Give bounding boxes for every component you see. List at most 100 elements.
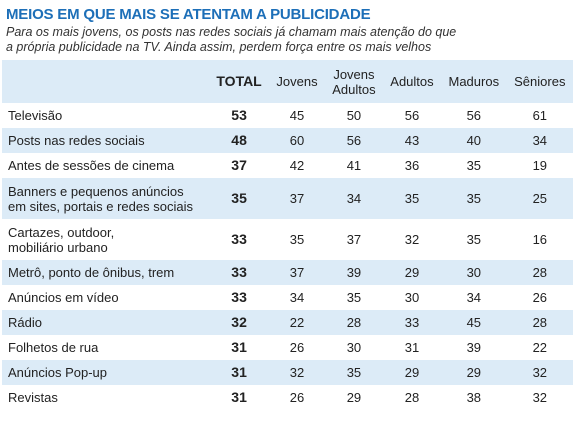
value-cell: 32	[289, 365, 305, 380]
value-cell: 28	[532, 315, 548, 330]
value-cell: 35	[289, 232, 305, 247]
value-cell: 28	[532, 265, 548, 280]
row-label: Anúncios Pop-up	[2, 360, 209, 385]
total-cell: 37	[231, 157, 247, 173]
row-label: Metrô, ponto de ônibus, trem	[2, 260, 209, 285]
value-cell: 56	[404, 108, 420, 123]
value-cell: 61	[532, 108, 548, 123]
row-label-line: Televisão	[8, 108, 63, 123]
row-label: Posts nas redes sociais	[2, 128, 209, 153]
header-line: Adultos	[332, 81, 376, 97]
value-cell: 28	[404, 390, 420, 405]
row-label-line: Revistas	[8, 390, 58, 405]
value-cell: 25	[532, 191, 548, 206]
table-row: Antes de sessões de cinema 37 42 41 36 35 19	[2, 153, 573, 178]
header-cell: Sêniores	[514, 74, 566, 89]
row-label: Antes de sessões de cinema	[2, 153, 209, 178]
value-cell: 33	[404, 315, 420, 330]
value-cell: 35	[346, 290, 362, 305]
value-cell: 35	[466, 232, 482, 247]
value-cell: 30	[404, 290, 420, 305]
table-row: Folhetos de rua 31 26 30 31 39 22	[2, 335, 573, 360]
total-cell: 31	[231, 364, 247, 380]
value-cell: 30	[346, 340, 362, 355]
value-cell: 29	[404, 365, 420, 380]
value-cell: 45	[289, 108, 305, 123]
value-cell: 37	[346, 232, 362, 247]
header-cell: Jovens Adultos	[325, 60, 383, 103]
value-cell: 35	[466, 158, 482, 173]
table: TOTAL Jovens Jovens Adultos Adultos Maduros Sê…	[2, 60, 573, 410]
value-cell: 29	[346, 390, 362, 405]
value-cell: 39	[466, 340, 482, 355]
row-label-line: em sites, portais e redes sociais	[8, 198, 193, 214]
row-label: Revistas	[2, 385, 209, 410]
total-cell: 33	[231, 264, 247, 280]
header-cell: Jovens	[276, 74, 318, 89]
table-row: Banners e pequenos anúncios em sites, por…	[2, 178, 573, 219]
row-label-line: Anúncios em vídeo	[8, 290, 119, 305]
header-line: Jovens	[333, 66, 375, 82]
value-cell: 39	[346, 265, 362, 280]
row-label-line: Anúncios Pop-up	[8, 365, 108, 380]
value-cell: 37	[289, 265, 305, 280]
table-row: Revistas 31 26 29 28 38 32	[2, 385, 573, 410]
row-label-line: Cartazes, outdoor,	[8, 224, 115, 240]
row-label: Folhetos de rua	[2, 335, 209, 360]
value-cell: 56	[346, 133, 362, 148]
row-label-line: Posts nas redes sociais	[8, 133, 145, 148]
value-cell: 60	[289, 133, 305, 148]
value-cell: 34	[346, 191, 362, 206]
total-cell: 31	[231, 389, 247, 405]
row-label: Cartazes, outdoor, mobiliário urbano	[2, 219, 209, 260]
value-cell: 37	[289, 191, 305, 206]
row-label: Rádio	[2, 310, 209, 335]
header-cell	[2, 60, 209, 103]
value-cell: 19	[532, 158, 548, 173]
value-cell: 30	[466, 265, 482, 280]
row-label-line: Folhetos de rua	[8, 340, 99, 355]
value-cell: 50	[346, 108, 362, 123]
value-cell: 34	[532, 133, 548, 148]
header-cell: TOTAL	[216, 73, 262, 89]
value-cell: 22	[532, 340, 548, 355]
value-cell: 29	[404, 265, 420, 280]
value-cell: 35	[346, 365, 362, 380]
total-cell: 32	[231, 314, 247, 330]
header-row: TOTAL Jovens Jovens Adultos Adultos Maduros Sê…	[2, 60, 573, 103]
value-cell: 26	[289, 390, 305, 405]
title: MEIOS EM QUE MAIS SE ATENTAM A PUBLICIDA…	[6, 6, 371, 23]
value-cell: 34	[466, 290, 482, 305]
total-cell: 48	[231, 132, 247, 148]
value-cell: 32	[532, 365, 548, 380]
total-cell: 33	[231, 289, 247, 305]
total-cell: 53	[231, 107, 247, 123]
value-cell: 32	[404, 232, 420, 247]
header-cell: Maduros	[448, 74, 500, 89]
subtitle: Para os mais jovens, os posts nas redes …	[6, 25, 456, 55]
table-row: Rádio 32 22 28 33 45 28	[2, 310, 573, 335]
header-cell: Adultos	[390, 74, 434, 89]
row-label-line: Banners e pequenos anúncios	[8, 183, 184, 199]
value-cell: 31	[404, 340, 420, 355]
subtitle-line: a própria publicidade na TV. Ainda assim…	[6, 40, 432, 54]
value-cell: 40	[466, 133, 482, 148]
value-cell: 28	[346, 315, 362, 330]
value-cell: 38	[466, 390, 482, 405]
row-label: Anúncios em vídeo	[2, 285, 209, 310]
value-cell: 35	[404, 191, 420, 206]
total-cell: 33	[231, 231, 247, 247]
value-cell: 42	[289, 158, 305, 173]
value-cell: 29	[466, 365, 482, 380]
row-label-line: mobiliário urbano	[8, 239, 108, 255]
value-cell: 34	[289, 290, 305, 305]
value-cell: 26	[289, 340, 305, 355]
value-cell: 45	[466, 315, 482, 330]
table-row: Metrô, ponto de ônibus, trem 33 37 39 29 30 28	[2, 260, 573, 285]
table-row: Cartazes, outdoor, mobiliário urbano 33 35 3…	[2, 219, 573, 260]
value-cell: 41	[346, 158, 362, 173]
value-cell: 32	[532, 390, 548, 405]
subtitle-line: Para os mais jovens, os posts nas redes …	[6, 25, 457, 39]
value-cell: 56	[466, 108, 482, 123]
